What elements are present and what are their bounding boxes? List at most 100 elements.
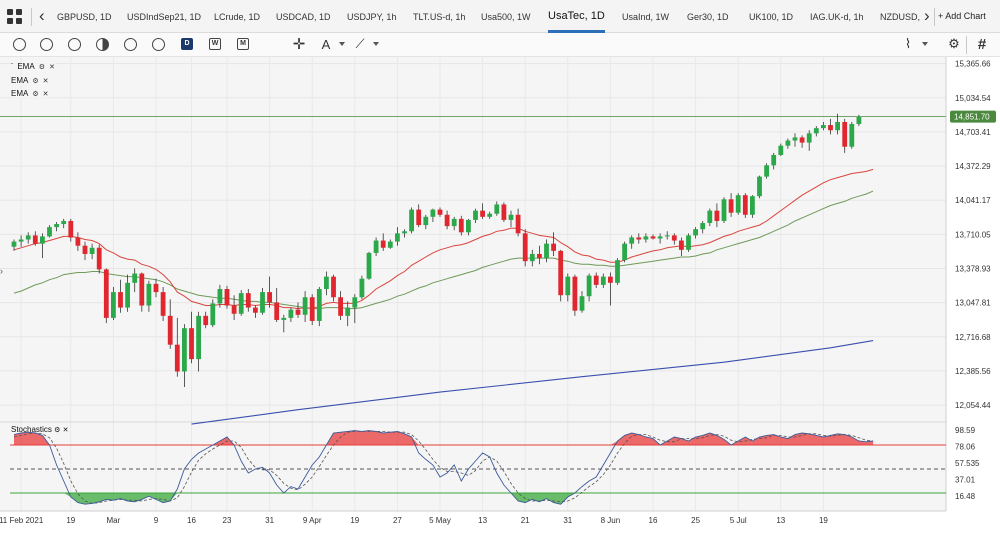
time-tick-label: 8 Jun: [601, 516, 621, 525]
tab-chart[interactable]: TLT.US-d, 1h: [413, 12, 466, 22]
candle-body: [352, 297, 358, 308]
weekly-letter: W: [209, 38, 221, 50]
monthly-icon[interactable]: M: [235, 36, 251, 52]
candle-body: [203, 315, 209, 326]
candle-body: [679, 240, 684, 250]
close-icon[interactable]: ✕: [42, 77, 49, 85]
daily-icon[interactable]: D: [179, 36, 195, 52]
circle-icon[interactable]: [150, 36, 166, 52]
price-tick-label: 13,378.93: [955, 264, 991, 273]
daily-letter: D: [181, 38, 193, 50]
candle-body: [387, 241, 393, 248]
stochastics-tick-label: 78.06: [955, 443, 976, 452]
candle-body: [61, 220, 67, 225]
candle-body: [664, 235, 670, 237]
close-icon[interactable]: ✕: [48, 63, 55, 71]
stochastics-oversold-fill: [14, 493, 874, 505]
candle-body: [437, 209, 443, 215]
tab-chart[interactable]: UsaTec, 1D: [548, 0, 605, 33]
tab-bar: ‹ GBPUSD, 1D USDIndSep21, 1D LCrude, 1D USD…: [0, 0, 1000, 33]
candle-body: [515, 214, 521, 234]
price-tick-label: 14,372.29: [955, 162, 991, 171]
time-tick-label: 25: [691, 516, 700, 525]
time-tick-label: 19: [819, 516, 828, 525]
ema-legend-3: EMA ⚙ ✕: [11, 89, 49, 98]
settings-icon[interactable]: ⚙: [948, 36, 960, 51]
tab-chart[interactable]: GBPUSD, 1D: [57, 12, 112, 22]
candle-body: [529, 253, 535, 262]
tab-chart[interactable]: LCrude, 1D: [214, 12, 261, 22]
grid-layout-icon[interactable]: [7, 9, 23, 25]
grid-icon[interactable]: #: [977, 35, 987, 53]
tab-chart[interactable]: IAG.UK-d, 1h: [810, 12, 864, 22]
tab-chart[interactable]: NZDUSD,: [880, 12, 920, 22]
candle-body: [764, 165, 769, 177]
settings-icon[interactable]: ⚙: [38, 63, 45, 71]
candle-body: [196, 315, 201, 360]
candle-body: [757, 176, 762, 197]
tab-chart[interactable]: USDIndSep21, 1D: [127, 12, 202, 22]
clock-icon[interactable]: [11, 36, 27, 52]
settings-icon[interactable]: ⚙: [32, 77, 39, 85]
ema-label: EMA: [17, 62, 35, 71]
price-axis-background: [946, 57, 1000, 534]
indicator-icon[interactable]: ⌇: [904, 36, 912, 51]
tab-divider: [31, 8, 32, 26]
close-icon[interactable]: ✕: [42, 90, 49, 98]
add-chart-button[interactable]: + Add Chart: [938, 11, 986, 21]
candle-body: [544, 243, 549, 259]
candle-body: [302, 297, 308, 315]
price-tick-label: 14,703.41: [955, 128, 991, 137]
side-panel-toggle-icon[interactable]: ›: [0, 266, 3, 276]
candle-body: [54, 224, 59, 228]
settings-icon[interactable]: ⚙: [54, 427, 61, 434]
tab-chart[interactable]: Ger30, 1D: [687, 12, 729, 22]
candle-body: [316, 289, 322, 321]
tab-chart[interactable]: UK100, 1D: [749, 12, 794, 22]
tab-chart[interactable]: UsaInd, 1W: [622, 12, 670, 22]
candle-body: [103, 269, 109, 318]
weekly-icon[interactable]: W: [207, 36, 223, 52]
chevron-down-icon[interactable]: [922, 42, 928, 46]
chevron-down-icon[interactable]: [373, 42, 379, 46]
price-chart[interactable]: 15,365.66 15,034.54 14,703.41 14,372.29 14,0…: [0, 57, 1000, 534]
contrast-icon[interactable]: [94, 36, 110, 52]
gauge-icon[interactable]: [38, 36, 54, 52]
time-tick-label: 21: [521, 516, 530, 525]
stochastics-tick-label: 16.48: [955, 492, 976, 501]
candle-body: [245, 293, 251, 308]
collapse-icon[interactable]: ˉ: [11, 63, 14, 70]
candle-body: [622, 243, 627, 261]
price-tick-label: 15,034.54: [955, 94, 991, 103]
candle-body: [735, 195, 741, 213]
candle-body: [842, 121, 848, 147]
candle-body: [821, 125, 826, 129]
time-tick-label: 19: [350, 516, 359, 525]
candle-body: [771, 154, 777, 166]
candle-body: [373, 240, 379, 253]
candle-body: [224, 289, 230, 306]
candle-body: [331, 276, 336, 298]
candle-body: [160, 292, 166, 316]
candle-body: [288, 309, 294, 318]
candle-body: [707, 210, 713, 224]
chevron-right-icon[interactable]: ›: [924, 6, 930, 25]
drawing-tool-icon[interactable]: ⟋: [355, 36, 365, 51]
tab-chart[interactable]: USDJPY, 1h: [347, 12, 397, 22]
tab-chart[interactable]: Usa500, 1W: [481, 12, 531, 22]
chevron-down-icon[interactable]: [339, 42, 345, 46]
chevron-left-icon[interactable]: ‹: [39, 6, 45, 25]
candle-body: [68, 220, 74, 238]
candle-body: [856, 116, 862, 125]
crosshair-icon[interactable]: ✛: [292, 36, 306, 53]
settings-icon[interactable]: ⚙: [32, 90, 39, 98]
candle-body: [75, 237, 81, 246]
text-tool-icon[interactable]: A: [321, 36, 331, 52]
stochastics-legend: Stochastics ⚙ ✕: [11, 425, 69, 434]
columns-icon[interactable]: [122, 36, 138, 52]
ema-label: EMA: [11, 89, 29, 98]
close-icon[interactable]: ✕: [62, 427, 69, 434]
tab-chart[interactable]: USDCAD, 1D: [276, 12, 331, 22]
candles-icon[interactable]: [66, 36, 82, 52]
candle-body: [501, 204, 507, 220]
